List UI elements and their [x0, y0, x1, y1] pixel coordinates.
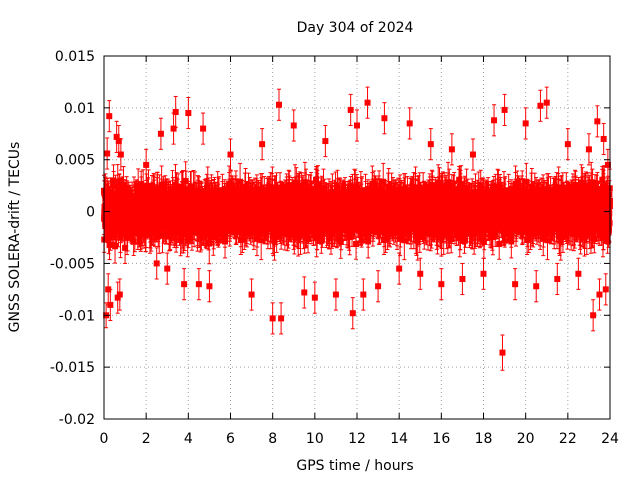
data-point [198, 233, 205, 240]
data-point [204, 184, 211, 191]
data-point [179, 187, 186, 194]
data-point [222, 238, 229, 245]
data-point [184, 237, 191, 244]
data-point [156, 232, 163, 239]
data-point [159, 231, 166, 238]
data-point [114, 181, 121, 188]
data-point [124, 234, 131, 241]
data-series [101, 86, 613, 371]
data-point [143, 186, 150, 193]
data-point [118, 218, 125, 225]
data-point [140, 182, 147, 189]
data-point [108, 191, 115, 198]
data-point [106, 241, 113, 248]
